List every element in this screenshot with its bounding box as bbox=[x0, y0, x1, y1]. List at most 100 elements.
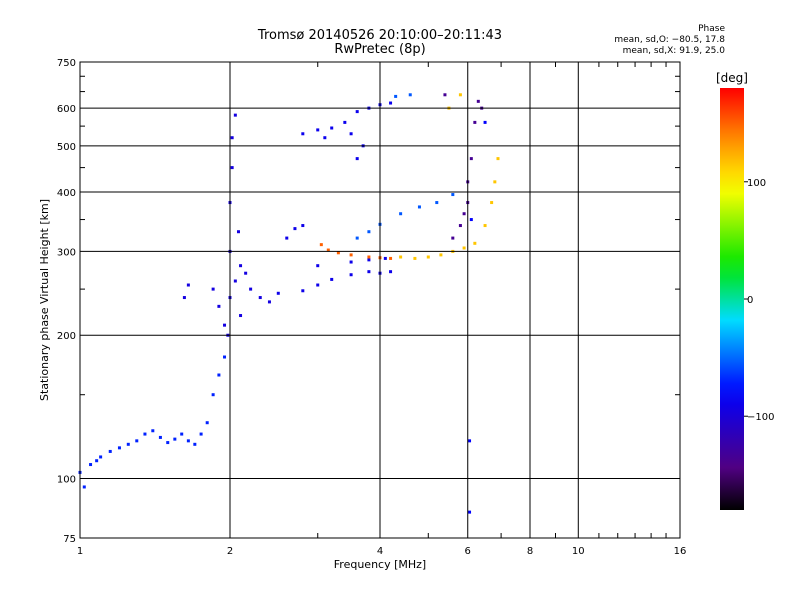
data-point bbox=[383, 256, 387, 260]
colorbar-tick-label: 100 bbox=[747, 178, 766, 189]
data-point bbox=[158, 435, 162, 439]
colorbar-gradient bbox=[720, 88, 744, 510]
data-point bbox=[389, 256, 393, 260]
data-point bbox=[473, 120, 477, 124]
data-point bbox=[468, 510, 472, 514]
data-point bbox=[239, 264, 243, 268]
y-tick-label: 75 bbox=[63, 534, 76, 545]
data-point bbox=[166, 441, 170, 445]
data-point bbox=[343, 120, 347, 124]
data-point bbox=[355, 157, 359, 161]
data-point bbox=[211, 393, 215, 397]
data-point bbox=[439, 253, 443, 257]
data-point bbox=[108, 449, 112, 453]
colorbar-tick-label: −100 bbox=[747, 412, 774, 423]
data-point bbox=[413, 256, 417, 260]
y-axis-label: Stationary phase Virtual Height [km] bbox=[38, 199, 51, 401]
data-point bbox=[239, 314, 243, 318]
data-point bbox=[199, 432, 203, 436]
data-point bbox=[355, 236, 359, 240]
data-point bbox=[316, 264, 320, 268]
data-point bbox=[82, 485, 86, 489]
data-point bbox=[276, 291, 280, 295]
data-point bbox=[233, 113, 237, 117]
data-point bbox=[205, 421, 209, 425]
data-point bbox=[316, 128, 320, 132]
data-point bbox=[323, 136, 327, 140]
x-tick-label: 8 bbox=[527, 546, 533, 557]
data-point bbox=[349, 132, 353, 136]
data-point bbox=[258, 296, 262, 300]
colorbar-unit: [deg] bbox=[716, 71, 748, 85]
data-point bbox=[349, 273, 353, 277]
data-point bbox=[367, 230, 371, 234]
x-tick-label: 10 bbox=[572, 546, 585, 557]
colorbar-tick-label: 0 bbox=[747, 295, 753, 306]
data-point bbox=[417, 205, 421, 209]
data-point bbox=[233, 279, 237, 283]
data-point bbox=[330, 126, 334, 130]
data-point bbox=[399, 212, 403, 216]
data-point bbox=[490, 201, 494, 205]
data-point bbox=[330, 277, 334, 281]
data-point bbox=[389, 101, 393, 105]
data-point bbox=[399, 255, 403, 259]
phase-o-stats: mean, sd,O: −80.5, 17.8 bbox=[614, 35, 725, 45]
data-point bbox=[244, 271, 248, 275]
data-point bbox=[355, 110, 359, 114]
data-point bbox=[301, 224, 305, 228]
data-point bbox=[496, 157, 500, 161]
data-point bbox=[217, 304, 221, 308]
data-point bbox=[230, 136, 234, 140]
x-tick-label: 6 bbox=[465, 546, 471, 557]
data-point bbox=[99, 455, 103, 459]
data-point bbox=[217, 373, 221, 377]
x-tick-label: 4 bbox=[377, 546, 383, 557]
data-point bbox=[186, 439, 190, 443]
data-point bbox=[249, 287, 253, 291]
y-tick-label: 400 bbox=[57, 188, 76, 199]
y-tick-label: 500 bbox=[57, 142, 76, 153]
data-point bbox=[95, 459, 99, 463]
data-point bbox=[367, 270, 371, 274]
data-point bbox=[451, 236, 455, 240]
data-point bbox=[469, 218, 473, 222]
data-point bbox=[394, 94, 398, 98]
data-point bbox=[135, 439, 139, 443]
data-point bbox=[458, 224, 462, 228]
data-point bbox=[301, 132, 305, 136]
y-tick-label: 100 bbox=[57, 475, 76, 486]
data-point bbox=[473, 241, 477, 245]
data-point bbox=[468, 439, 472, 443]
data-point bbox=[483, 120, 487, 124]
plot-frame bbox=[79, 61, 681, 539]
data-point bbox=[180, 432, 184, 436]
data-point bbox=[151, 429, 155, 433]
y-axis-ticks: 75 100 200 300 400 500 600 750 bbox=[57, 58, 680, 545]
y-tick-label: 750 bbox=[57, 58, 76, 69]
data-point bbox=[367, 255, 371, 259]
data-point bbox=[223, 323, 227, 327]
data-point bbox=[367, 258, 371, 262]
grid-lines bbox=[79, 61, 681, 539]
x-axis-ticks: 1 2 4 6 8 10 16 bbox=[77, 62, 686, 557]
x-axis-label: Frequency [MHz] bbox=[334, 558, 426, 571]
data-point bbox=[173, 437, 177, 441]
data-point bbox=[389, 270, 393, 274]
data-point bbox=[443, 93, 447, 97]
data-point bbox=[426, 255, 430, 259]
data-point bbox=[451, 193, 455, 197]
data-point bbox=[462, 246, 466, 250]
chart-title: Tromsø 20140526 20:10:00–20:11:43 bbox=[257, 28, 503, 43]
data-point bbox=[143, 432, 147, 436]
data-point bbox=[469, 157, 473, 161]
data-point bbox=[186, 283, 190, 287]
data-point bbox=[285, 236, 289, 240]
x-tick-label: 2 bbox=[227, 546, 233, 557]
data-point bbox=[349, 253, 353, 257]
data-point bbox=[230, 166, 234, 170]
data-point bbox=[326, 248, 330, 252]
x-tick-label: 1 bbox=[77, 546, 83, 557]
data-point bbox=[89, 463, 93, 467]
